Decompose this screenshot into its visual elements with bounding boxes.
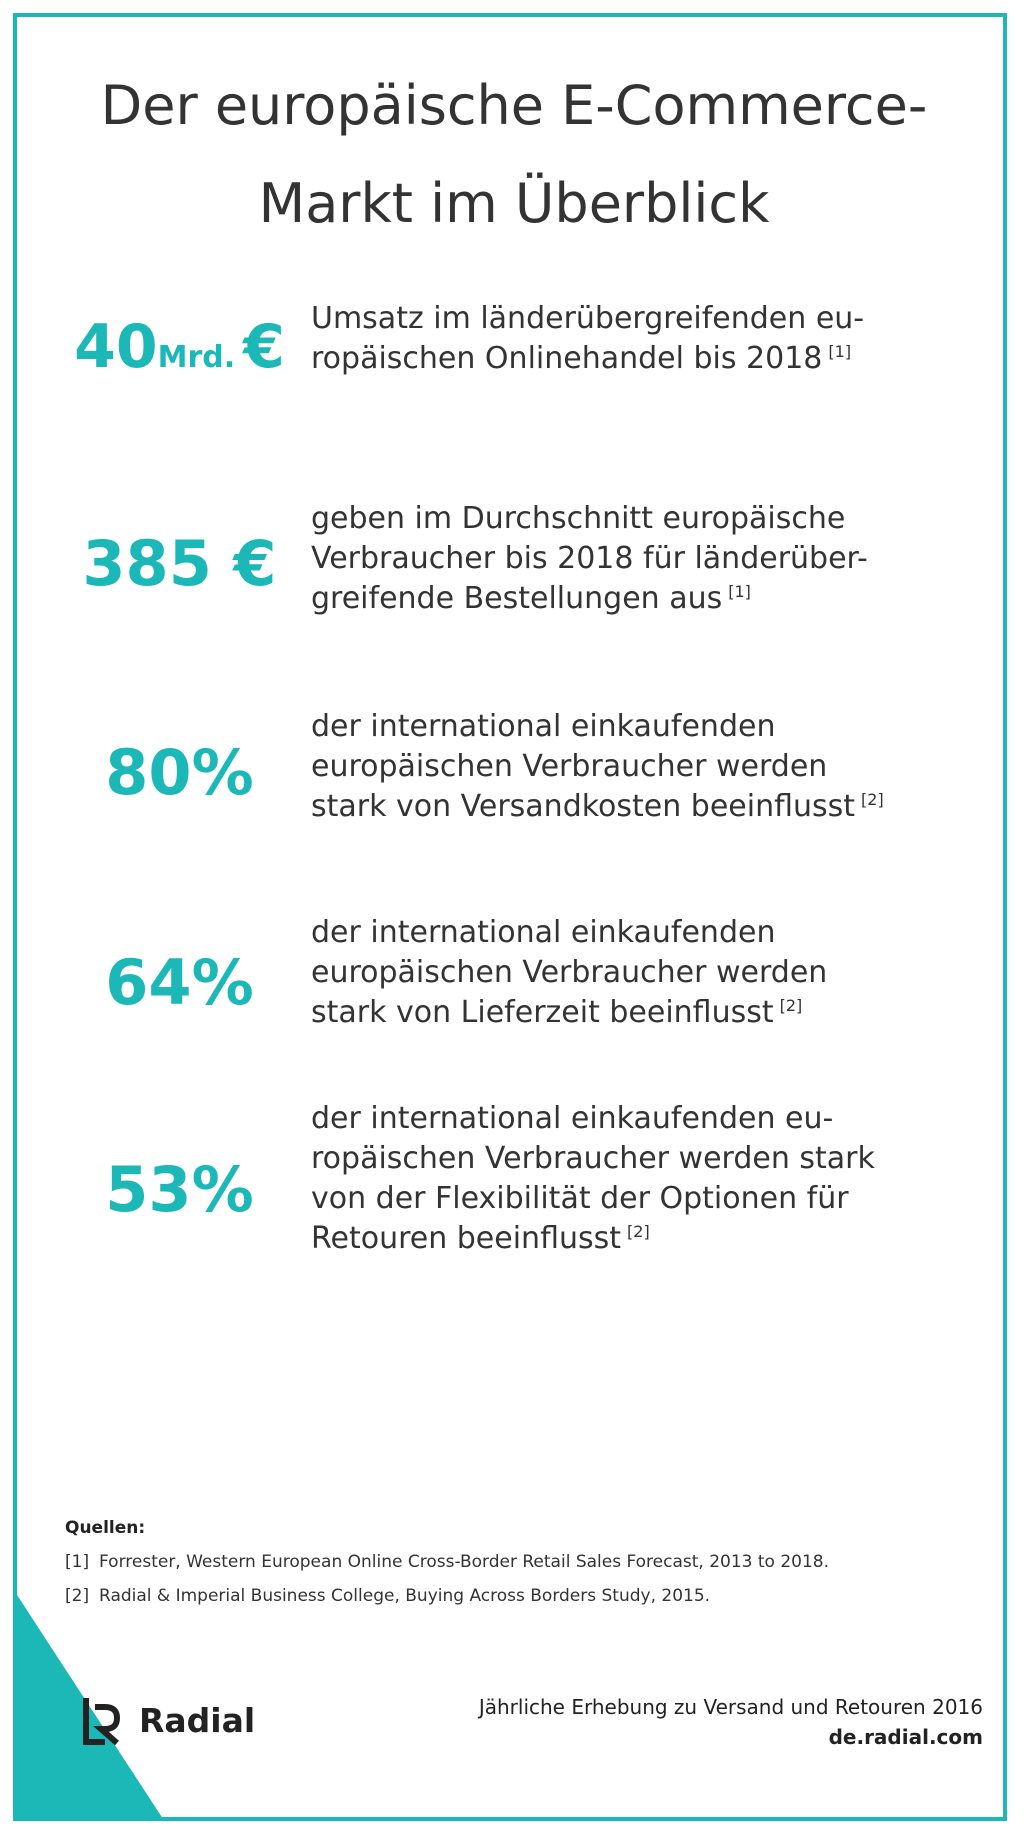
footer-survey-title: Jährliche Erhebung zu Versand und Retour…: [478, 1695, 983, 1719]
stat-4-ref: [2]: [779, 996, 803, 1015]
stat-3-ref: [2]: [861, 790, 884, 809]
stat-4-line-3: stark von Lieferzeit beeinflusst: [311, 995, 774, 1030]
stat-3-line-2: europäischen Verbraucher werden: [311, 749, 828, 784]
stat-4-value: 64%: [105, 946, 254, 1019]
stat-5-description: der international einkaufenden eu- ropäi…: [311, 1099, 991, 1259]
footer: Jährliche Erhebung zu Versand und Retour…: [479, 1692, 983, 1752]
sources-section: Quellen: [1] Forrester, Western European …: [65, 1518, 965, 1620]
stat-3-line-1: der international einkaufenden: [311, 709, 776, 744]
stat-1-ref: [1]: [828, 342, 852, 361]
title-line-1: Der europäische E-Commerce-: [100, 74, 928, 137]
source-item: [2] Radial & Imperial Business College, B…: [65, 1586, 965, 1606]
stat-1-value: 40Mrd. €: [47, 317, 312, 377]
sources-title: Quellen:: [65, 1518, 146, 1538]
stat-4-line-1: der international einkaufenden: [311, 915, 776, 950]
stat-2-line-1: geben im Durchschnitt europäische: [311, 501, 846, 536]
source-number: [1]: [65, 1552, 90, 1572]
stat-2-value: 385 €: [82, 527, 277, 600]
infographic-frame: Der europäische E-Commerce- Markt im Übe…: [13, 13, 1007, 1821]
brand-name: Radial: [139, 1700, 256, 1740]
stat-5-line-3: von der Flexibilität der Optionen für: [311, 1181, 849, 1216]
stat-2-description: geben im Durchschnitt europäische Verbra…: [311, 499, 991, 619]
stat-5-line-4: Retouren beeinflusst: [311, 1221, 622, 1256]
stat-4-description: der international einkaufenden europäisc…: [311, 913, 991, 1033]
radial-logo: Radial: [81, 1694, 255, 1746]
stat-5-value: 53%: [105, 1153, 254, 1226]
stat-1-unit: Mrd.: [157, 340, 236, 375]
stat-1-currency: €: [243, 312, 285, 382]
stat-3-description: der international einkaufenden europäisc…: [311, 707, 991, 827]
stat-1-description: Umsatz im länderübergreifenden eu- ropäi…: [311, 299, 991, 379]
stat-2-line-3: greifende Bestellungen aus: [311, 581, 723, 616]
stat-3-value: 80%: [105, 736, 254, 809]
source-number: [2]: [65, 1586, 90, 1606]
page-title: Der europäische E-Commerce- Markt im Übe…: [17, 57, 1003, 253]
stat-1-number: 40: [74, 312, 158, 382]
stat-3-line-3: stark von Versandkosten beeinflusst: [311, 789, 856, 824]
stat-5-line-2: ropäischen Verbraucher werden stark: [311, 1141, 875, 1176]
title-line-2: Markt im Überblick: [258, 172, 770, 235]
stat-1-line-1: Umsatz im länderübergreifenden eu-: [311, 301, 865, 336]
radial-logo-icon: [83, 1698, 121, 1746]
stat-2-ref: [1]: [728, 582, 751, 601]
stat-4-line-2: europäischen Verbraucher werden: [311, 955, 828, 990]
stat-5-ref: [2]: [627, 1222, 650, 1241]
source-text: Radial & Imperial Business College, Buyi…: [99, 1586, 711, 1606]
source-text: Forrester, Western European Online Cross…: [99, 1552, 830, 1572]
source-item: [1] Forrester, Western European Online Cr…: [65, 1552, 965, 1572]
stat-1-line-2: ropäischen Onlinehandel bis 2018: [311, 341, 823, 376]
footer-website-link[interactable]: de.radial.com: [828, 1725, 983, 1749]
stat-2-line-2: Verbraucher bis 2018 für länderüber-: [311, 541, 868, 576]
stat-5-line-1: der international einkaufenden eu-: [311, 1101, 834, 1136]
